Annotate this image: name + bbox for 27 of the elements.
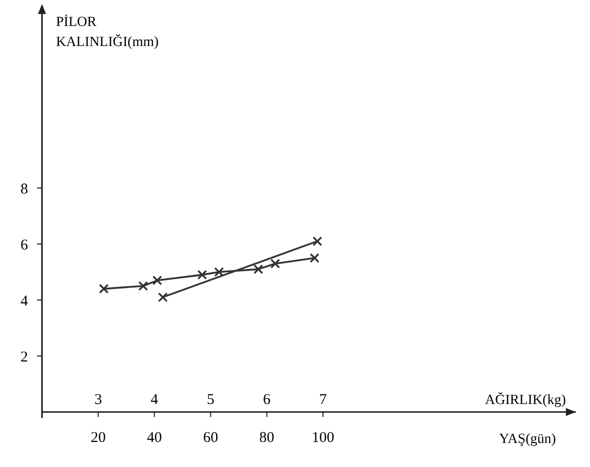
x-tick-label: 100 bbox=[312, 430, 334, 446]
x-tick-label: 40 bbox=[146, 430, 162, 446]
point bbox=[253, 264, 264, 274]
point bbox=[98, 284, 109, 294]
x2-tick-label: 7 bbox=[319, 392, 328, 408]
x2-tick-label: 5 bbox=[206, 392, 214, 408]
y-tick-label: 4 bbox=[20, 293, 28, 310]
point bbox=[152, 276, 162, 286]
point bbox=[312, 236, 322, 246]
point bbox=[197, 270, 208, 280]
point bbox=[138, 281, 148, 291]
x-tick-label: 20 bbox=[90, 430, 106, 446]
point bbox=[214, 267, 224, 277]
point bbox=[270, 258, 280, 268]
point bbox=[158, 292, 168, 302]
x2-axis-title: AĞIRLIK(kg) bbox=[485, 392, 566, 408]
y-tick-label: 8 bbox=[20, 181, 28, 198]
x2-tick-label: 3 bbox=[94, 392, 102, 408]
point bbox=[310, 253, 320, 263]
x-axis-title: YAŞ(gün) bbox=[499, 432, 556, 447]
x-tick-label: 60 bbox=[203, 430, 218, 446]
x-tick-label: 80 bbox=[259, 430, 274, 446]
y-tick-label: 2 bbox=[20, 349, 28, 366]
x2-tick-label: 6 bbox=[263, 392, 272, 408]
y-axis-title: PİLOR KALINLIĞI(mm) bbox=[56, 14, 159, 50]
x2-tick-label: 4 bbox=[150, 392, 159, 408]
y-tick-label: 6 bbox=[20, 237, 28, 254]
